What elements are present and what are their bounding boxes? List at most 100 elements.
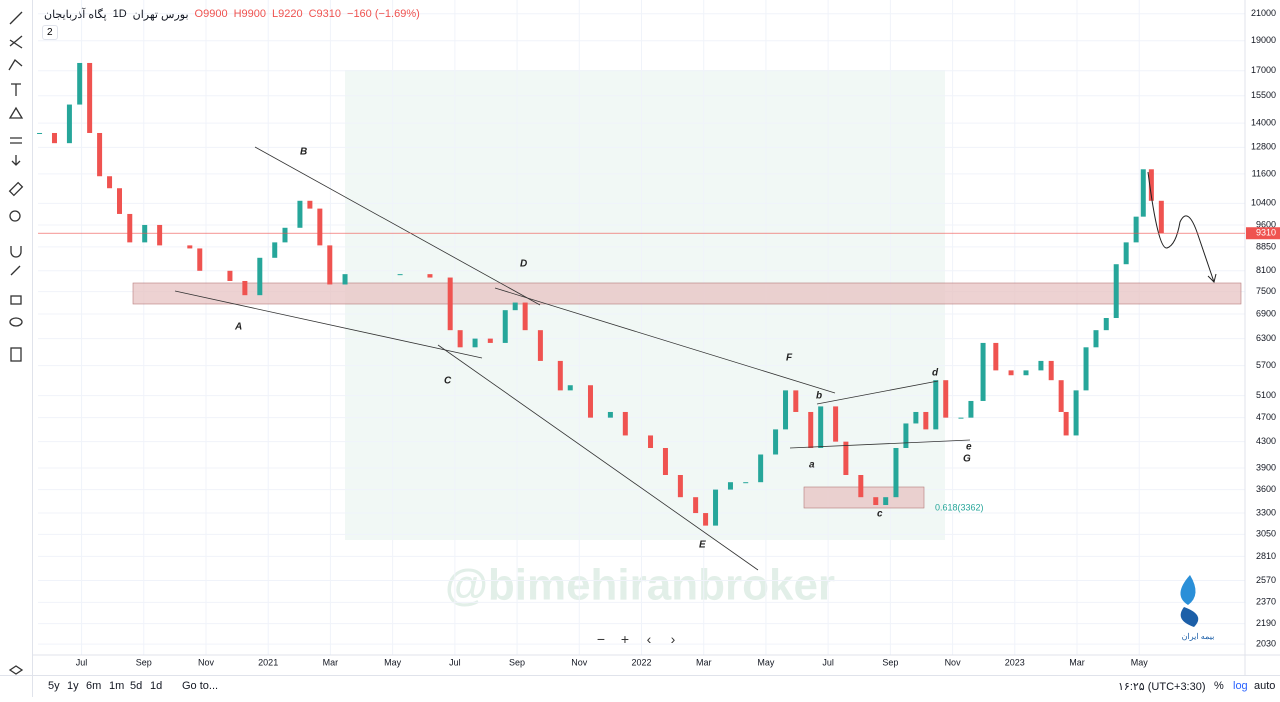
last-price-tag [1246,227,1280,240]
candle [307,200,313,209]
candle [943,380,949,418]
candle [97,132,103,177]
wave-label: F [786,353,793,364]
log-toggle[interactable]: log [1233,680,1248,692]
y-tick-label: 5700 [1256,360,1276,370]
candle [257,257,263,296]
trend-lines [174,146,971,571]
auto-toggle[interactable]: auto [1254,680,1276,692]
x-tick-label: Mar [323,657,339,667]
candle [282,227,288,243]
watermark-logo [345,70,945,540]
candle [677,474,683,498]
candle [923,411,929,430]
wave-label: D [520,259,527,270]
wave-label: E [699,540,706,551]
y-tick-label: 21000 [1251,8,1276,18]
candle [783,390,789,430]
candle [1058,380,1064,412]
wave-label: e [966,442,972,453]
candle [713,489,719,526]
candle [858,474,864,498]
candle [87,62,93,133]
candle [883,497,889,506]
toolbar-icons [8,11,24,675]
exchange: بورس تهران [132,9,189,21]
candle [693,497,699,514]
zoom-out[interactable]: − [596,631,606,647]
y-tick-label: 17000 [1251,65,1276,75]
candle [968,400,974,418]
candle [537,330,543,361]
candle [502,310,508,343]
y-tick-label: 3050 [1256,529,1276,539]
fib-label: 0.618(3362) [935,502,984,512]
y-tick-label: 10400 [1251,198,1276,208]
interval: 1D [112,8,127,20]
candle [427,274,433,278]
y-tick-label: 7500 [1256,286,1276,296]
scroll-left[interactable]: ‹ [646,631,652,647]
candle [1048,360,1054,381]
x-tick-label: Jul [449,657,461,667]
x-tick-label: Nov [571,657,588,667]
x-tick-label: 2023 [1005,657,1025,667]
candle [933,380,939,430]
candle [487,338,493,343]
y-tick-label: 3300 [1256,507,1276,517]
logo: بیمه ایران [1180,575,1214,641]
y-tick-label: 3600 [1256,484,1276,494]
watermark: @bimehiranbroker [445,561,835,610]
symbol: پگاه آذربایجان [44,9,107,21]
y-tick-label: 2370 [1256,597,1276,607]
percent-toggle[interactable]: % [1214,680,1224,692]
range[interactable]: 6m [86,680,102,692]
candle [127,213,133,243]
y-tick-label: 2030 [1256,639,1276,649]
wave-label: A [234,322,242,333]
y-tick-label: 9600 [1256,219,1276,229]
y-tick-label: 12800 [1251,142,1276,152]
candle [703,513,709,526]
candle [818,406,824,448]
candle [1093,330,1099,348]
y-tick-label: 14000 [1251,118,1276,128]
x-tick-label: Mar [696,657,712,667]
candle [980,342,986,401]
candle [893,447,899,498]
candle [457,330,463,348]
chart: @bimehiranbroker B D A C F b d a e G c E… [32,0,1280,675]
zoom-in[interactable]: + [620,631,630,647]
candle [622,411,628,436]
logo-text: بیمه ایران [1182,632,1215,641]
y-tick-label: 19000 [1251,35,1276,45]
go-to[interactable]: Go to... [182,680,219,692]
range[interactable]: 5d [130,680,143,692]
candle [142,224,148,243]
candle [472,338,478,348]
candle [1073,390,1079,436]
candle [993,342,999,371]
wave-label: B [300,147,307,158]
candle [773,429,779,455]
indicator-badge[interactable]: 2 [42,25,58,40]
wave-label: C [444,376,452,387]
candle [1158,200,1164,234]
candle [793,390,799,412]
candle [317,208,323,246]
x-tick-label: 2022 [631,657,651,667]
candle [297,200,303,228]
range[interactable]: 1d [150,680,163,692]
forecast-arrow [1147,171,1215,283]
navigation: − + ‹ › [592,630,682,648]
scroll-right[interactable]: › [670,631,676,647]
wave-label: b [816,391,822,402]
range[interactable]: 1y [67,680,79,692]
range[interactable]: 1m [109,680,125,692]
range[interactable]: 5y [48,680,60,692]
candle [913,411,919,424]
candle [1133,216,1139,243]
candle [66,104,72,144]
candle [607,411,613,418]
candle [1083,347,1089,391]
